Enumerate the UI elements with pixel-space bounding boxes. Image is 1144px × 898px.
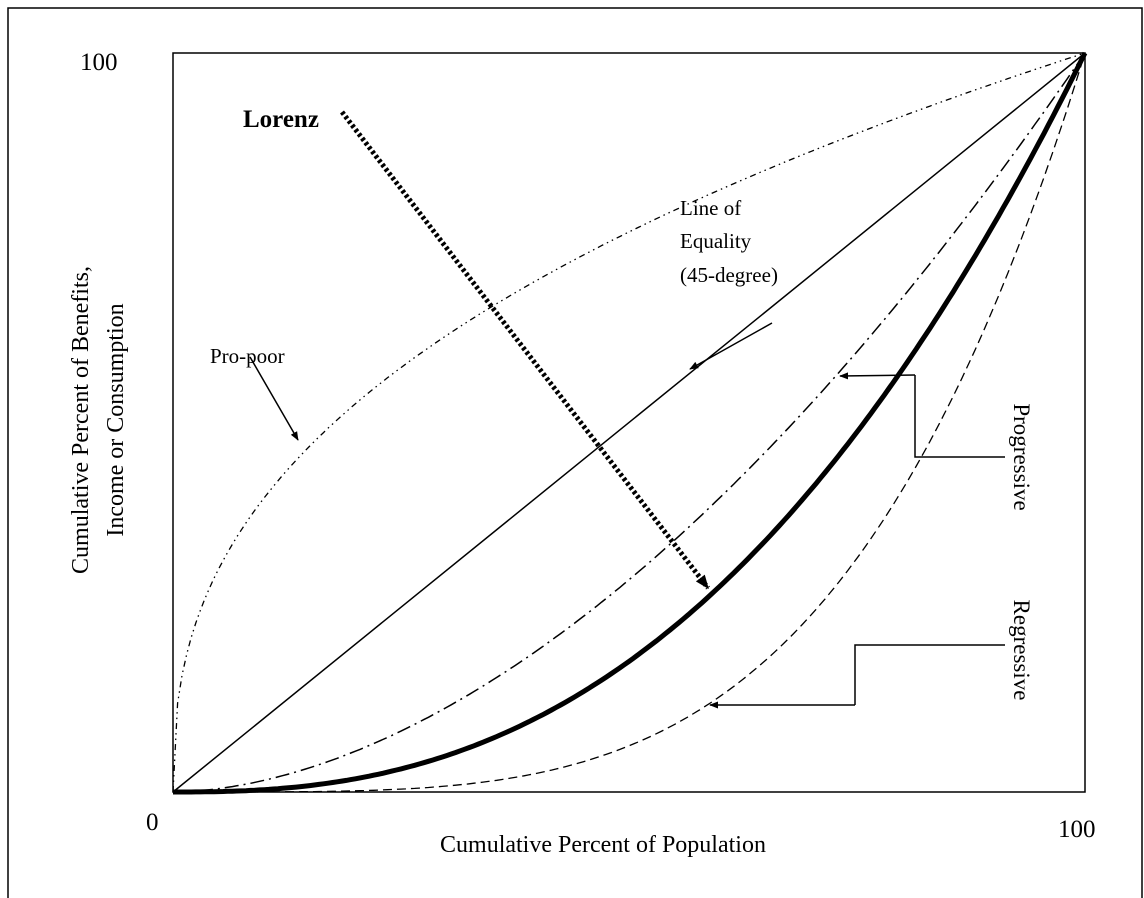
y-max-label: 100: [80, 49, 118, 76]
progressive-label: Progressive: [1009, 403, 1034, 510]
equality-label: Equality: [680, 229, 752, 253]
origin-label: 0: [146, 809, 159, 836]
lorenz-label: Lorenz: [243, 106, 319, 133]
plot-frame: [172, 52, 1086, 793]
y-axis-label: Cumulative Percent of Benefits,: [68, 266, 94, 574]
pro-poor-arrow: [249, 356, 299, 441]
lorenz-curve: [173, 51, 1088, 795]
progressive-bracket: [914, 375, 1005, 458]
y-axis-label: Income or Consumption: [103, 303, 129, 536]
equality-line: [172, 52, 1086, 793]
progressive-arrow: [839, 372, 916, 380]
outer-border: [7, 7, 1143, 898]
lorenz-arrow: [340, 110, 710, 590]
equality-label: (45-degree): [680, 263, 778, 287]
pro-poor-curve: [172, 52, 1086, 793]
regressive-curve: [173, 52, 1086, 793]
x-max-label: 100: [1058, 816, 1096, 843]
x-axis-label: Cumulative Percent of Population: [440, 832, 766, 858]
equality-label: Line of: [680, 196, 741, 220]
pro-poor-label: Pro-poor: [210, 344, 285, 368]
regressive-label: Regressive: [1009, 600, 1034, 701]
equality-arrow: [689, 322, 773, 370]
regressive-bracket: [854, 644, 1005, 705]
curves: [172, 51, 1088, 795]
